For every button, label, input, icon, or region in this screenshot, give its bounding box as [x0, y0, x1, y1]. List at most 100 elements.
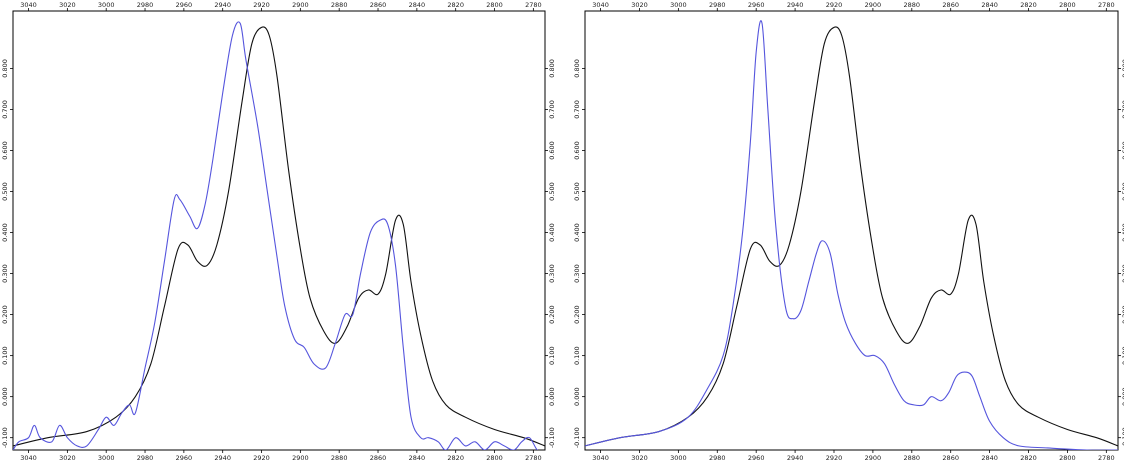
x-tick-label-top: 2860: [942, 1, 959, 9]
y-tick-label-left: 0.600: [1, 141, 9, 160]
x-tick-label-bottom: 2820: [1020, 454, 1037, 462]
y-tick-label-left: 0.300: [573, 264, 581, 283]
x-tick-label-bottom: 2940: [214, 454, 231, 462]
x-tick-label-bottom: 3000: [670, 454, 687, 462]
y-tick-label-left: 0.800: [1, 59, 9, 78]
x-tick-label-top: 3020: [59, 1, 76, 9]
y-tick-label-right: -0.100: [548, 427, 556, 448]
x-tick-label-top: 2980: [709, 1, 726, 9]
x-tick-label-top: 2960: [176, 1, 193, 9]
y-tick-label-left: 0.400: [573, 223, 581, 242]
series-line-black: [13, 26, 545, 447]
x-tick-label-top: 3040: [592, 1, 609, 9]
chart-panel-right: 3040 3040 3020 3020 3000 3000 2980 2980 2960 2960…: [573, 1, 1124, 462]
series-line-blue: [585, 20, 1118, 450]
x-tick-label-bottom: 2980: [709, 454, 726, 462]
y-tick-label-right: 0.600: [548, 141, 556, 160]
series-line-blue: [13, 21, 539, 450]
y-tick-label-right: 0.000: [548, 387, 556, 406]
x-tick-label-bottom: 2780: [525, 454, 542, 462]
y-tick-label-left: 0.700: [1, 100, 9, 119]
y-tick-label-left: 0.200: [573, 305, 581, 324]
x-tick-label-bottom: 2840: [981, 454, 998, 462]
x-tick-label-bottom: 2820: [447, 454, 464, 462]
x-tick-label-bottom: 2840: [409, 454, 426, 462]
y-tick-label-right: 0.500: [548, 182, 556, 201]
x-tick-label-top: 2920: [826, 1, 843, 9]
y-tick-label-left: 0.500: [1, 182, 9, 201]
x-tick-label-top: 2900: [292, 1, 309, 9]
x-tick-label-top: 2960: [748, 1, 765, 9]
x-tick-label-top: 2840: [409, 1, 426, 9]
y-tick-label-left: 0.600: [573, 141, 581, 160]
x-tick-label-bottom: 2880: [331, 454, 348, 462]
x-tick-label-bottom: 3000: [98, 454, 115, 462]
plot-frame: [584, 10, 1119, 451]
y-tick-label-left: 0.700: [573, 100, 581, 119]
x-tick-label-top: 2940: [787, 1, 804, 9]
y-tick-label-right: 0.100: [548, 346, 556, 365]
x-tick-label-top: 2980: [137, 1, 154, 9]
x-tick-label-bottom: 3040: [20, 454, 37, 462]
x-tick-label-top: 3040: [20, 1, 37, 9]
x-tick-label-bottom: 2920: [253, 454, 270, 462]
y-tick-label-right: 0.800: [548, 59, 556, 78]
x-tick-label-top: 2800: [1059, 1, 1076, 9]
x-tick-label-top: 2780: [525, 1, 542, 9]
plot-frame: [12, 10, 546, 451]
x-tick-label-top: 2780: [1098, 1, 1115, 9]
y-tick-label-right: 0.500: [1121, 182, 1124, 201]
x-tick-label-top: 2860: [370, 1, 387, 9]
x-tick-label-bottom: 2800: [486, 454, 503, 462]
y-tick-label-right: 0.300: [1121, 264, 1124, 283]
y-tick-label-right: 0.600: [1121, 141, 1124, 160]
x-tick-label-bottom: 2940: [787, 454, 804, 462]
x-tick-label-top: 2940: [214, 1, 231, 9]
x-tick-label-top: 3020: [631, 1, 648, 9]
y-tick-label-left: 0.100: [1, 346, 9, 365]
y-tick-label-right: 0.300: [548, 264, 556, 283]
y-tick-label-left: 0.200: [1, 305, 9, 324]
y-tick-label-left: 0.000: [573, 387, 581, 406]
y-tick-label-right: 0.100: [1121, 346, 1124, 365]
x-tick-label-top: 2880: [331, 1, 348, 9]
x-tick-label-top: 3000: [98, 1, 115, 9]
x-tick-label-top: 3000: [670, 1, 687, 9]
y-tick-label-left: -0.100: [573, 427, 581, 448]
x-tick-label-bottom: 2860: [370, 454, 387, 462]
y-tick-label-right: 0.700: [548, 100, 556, 119]
x-tick-label-bottom: 3020: [59, 454, 76, 462]
x-tick-label-top: 2820: [1020, 1, 1037, 9]
x-tick-label-bottom: 2800: [1059, 454, 1076, 462]
y-tick-label-left: 0.800: [573, 59, 581, 78]
y-tick-label-right: 0.400: [1121, 223, 1124, 242]
x-tick-label-bottom: 2900: [292, 454, 309, 462]
x-tick-label-bottom: 2900: [865, 454, 882, 462]
y-tick-label-right: 0.200: [548, 305, 556, 324]
x-tick-label-top: 2820: [447, 1, 464, 9]
x-tick-label-bottom: 3040: [592, 454, 609, 462]
y-tick-label-left: 0.000: [1, 387, 9, 406]
chart-panel-left: 3040 3040 3020 3020 3000 3000 2980 2980 2960 2960…: [1, 1, 556, 462]
y-tick-label-left: 0.100: [573, 346, 581, 365]
x-tick-label-bottom: 2980: [137, 454, 154, 462]
y-tick-label-right: 0.200: [1121, 305, 1124, 324]
y-tick-label-right: 0.700: [1121, 100, 1124, 119]
y-tick-label-left: 0.500: [573, 182, 581, 201]
y-tick-label-right: -0.100: [1121, 427, 1124, 448]
x-tick-label-top: 2800: [486, 1, 503, 9]
x-tick-label-top: 2840: [981, 1, 998, 9]
x-tick-label-bottom: 2920: [826, 454, 843, 462]
x-tick-label-top: 2900: [865, 1, 882, 9]
x-tick-label-bottom: 2960: [176, 454, 193, 462]
x-tick-label-bottom: 2960: [748, 454, 765, 462]
y-tick-label-left: -0.100: [1, 427, 9, 448]
x-tick-label-bottom: 3020: [631, 454, 648, 462]
x-tick-label-bottom: 2780: [1098, 454, 1115, 462]
y-tick-label-right: 0.400: [548, 223, 556, 242]
y-tick-label-right: 0.800: [1121, 59, 1124, 78]
series-line-black: [585, 26, 1118, 447]
y-tick-label-left: 0.300: [1, 264, 9, 283]
